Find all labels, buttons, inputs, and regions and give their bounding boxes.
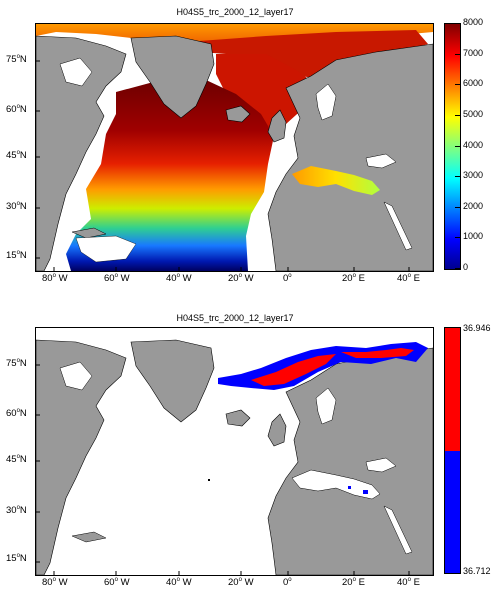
top-colorbar-tick-label: 1000 [463,231,484,242]
north-america-land-b [36,339,127,575]
top-lon-tick-0: 0o [283,273,292,285]
bottom-lon-tick-40e: 40o E [397,577,420,589]
top-colorbar-tick-mark [455,145,460,147]
top-colorbar-tick-label: 2000 [463,200,484,211]
bottom-colorbar-bottom-label: 36.712 [463,566,491,576]
top-colorbar-tick-label: 6000 [463,78,484,89]
top-colorbar-tick-label: 3000 [463,170,484,181]
greenland-land [130,35,215,119]
greenland-land-b [130,339,215,423]
arctic-red-patch-1 [251,354,336,386]
black-sea-b [365,457,397,473]
top-colorbar [444,23,461,270]
bottom-lat-tick-15: 15oN [6,553,27,565]
bottom-colorbar [444,327,461,574]
bottom-colorbar-red [445,328,460,451]
top-lon-tick-80w: 80o W [42,273,68,285]
top-colorbar-tick-mark [455,53,460,55]
top-lon-tick-40e: 40o E [397,273,420,285]
bottom-lat-tick-75: 75oN [6,358,27,370]
top-colorbar-tick-mark [455,84,460,86]
iceland-land [225,105,251,123]
bottom-map-svg [36,339,433,575]
cuba-land-b [71,531,107,543]
top-map [35,23,434,272]
top-colorbar-tick-mark [455,237,460,239]
bottom-lon-tick-20e: 20o E [342,577,365,589]
bottom-lon-tick-40w: 40o W [166,577,192,589]
uk-land-b [267,413,287,447]
top-lon-tick-20e: 20o E [342,273,365,285]
baltic-sea [315,83,337,121]
bottom-lat-tick-30: 30oN [6,505,27,517]
top-lat-tick-60: 60oN [6,104,27,116]
bottom-lat-tick-45: 45oN [6,454,27,466]
top-lat-tick-75: 75oN [6,54,27,66]
bottom-lon-tick-60w: 60o W [104,577,130,589]
top-colorbar-tick-label: 8000 [463,17,484,27]
red-sea [383,201,413,251]
top-lat-tick-15: 15oN [6,250,27,262]
uk-land [267,109,287,143]
mediterranean-b [291,469,381,500]
arctic-red-patch-2 [341,348,414,358]
bottom-lon-tick-20w: 20o W [228,577,254,589]
top-map-title: H04S5_trc_2000_12_layer17 [176,7,294,17]
top-colorbar-tick-mark [455,23,460,24]
top-lat-tick-30: 30oN [6,201,27,213]
top-colorbar-tick-mark [455,268,460,269]
baltic-sea-b [315,387,337,425]
black-sea [365,153,397,169]
atlantic-data [66,76,274,271]
top-lat-tick-45: 45oN [6,150,27,162]
north-america-land [36,35,127,271]
top-colorbar-tick-label: 0 [463,262,469,272]
mediterranean-overlay [292,166,380,195]
iceland-land-b [225,409,251,427]
hudson-bay-b [59,361,93,391]
bottom-lon-tick-0: 0o [283,577,292,589]
med-blue-speck-1 [363,490,368,494]
top-colorbar-tick-mark [455,206,460,208]
top-colorbar-tick-label: 7000 [463,47,484,58]
bottom-colorbar-blue [445,450,460,573]
arctic-data [186,30,428,80]
top-lon-tick-60w: 60o W [104,273,130,285]
top-map-svg [36,24,433,271]
bottom-map [35,327,434,576]
top-colorbar-tick-mark [455,176,460,178]
med-blue-speck-2 [348,486,351,489]
cuba-land [71,227,107,239]
bottom-map-title: H04S5_trc_2000_12_layer17 [176,313,294,323]
bottom-lon-tick-80w: 80o W [42,577,68,589]
bottom-colorbar-top-label: 36.946 [463,323,491,333]
top-colorbar-tick-mark [455,114,460,116]
hudson-bay [59,57,93,87]
red-sea-b [383,505,413,555]
top-colorbar-tick-label: 5000 [463,108,484,119]
top-lon-tick-40w: 40o W [166,273,192,285]
bottom-lat-tick-60: 60oN [6,408,27,420]
top-colorbar-tick-label: 4000 [463,139,484,150]
atl-speck [208,479,210,481]
top-lon-tick-20w: 20o W [228,273,254,285]
caribbean-nodata [75,235,137,263]
